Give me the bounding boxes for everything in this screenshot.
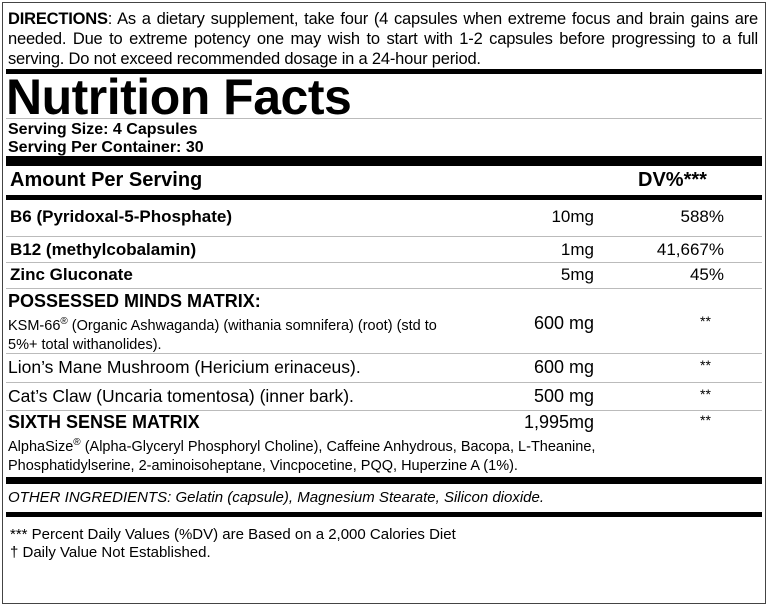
- divider-thick: [6, 512, 762, 517]
- nutrient-name: Zinc Gluconate: [10, 265, 133, 284]
- divider-thick: [6, 69, 762, 74]
- matrix-title: POSSESSED MINDS MATRIX:: [8, 291, 261, 311]
- ingredient-name-part: KSM-66: [8, 317, 61, 334]
- divider-thin: [6, 118, 762, 119]
- ingredient-name-part: 5%+ total withanolides).: [8, 336, 162, 353]
- matrix-amount: 1,995mg: [523, 412, 594, 432]
- nutrient-name: B6 (Pyridoxal-5-Phosphate): [10, 207, 232, 226]
- footnote-dv: *** Percent Daily Values (%DV) are Based…: [10, 526, 456, 543]
- divider-thin: [6, 410, 762, 411]
- servings-per-container: Serving Per Container: 30: [8, 139, 204, 156]
- ingredient-name-part: AlphaSize: [8, 438, 74, 455]
- nutrient-amount: 10mg: [551, 207, 594, 226]
- page-title: Nutrition Facts: [6, 69, 352, 125]
- nutrient-dv: 45%: [689, 265, 724, 284]
- ingredient-name: Lion’s Mane Mushroom (Hericium erinaceus…: [8, 357, 361, 377]
- divider-thick: [6, 477, 762, 484]
- divider-thin: [6, 236, 762, 237]
- ingredient-amount: 600 mg: [533, 313, 594, 333]
- directions-label: DIRECTIONS: [8, 10, 108, 28]
- divider-thin: [6, 262, 762, 263]
- divider-thick: [6, 195, 762, 200]
- ingredient-name-part: (Organic Ashwaganda) (withania somnifera…: [67, 317, 437, 334]
- nutrient-name: B12 (methylcobalamin): [10, 240, 197, 259]
- dv-header: DV%***: [638, 169, 707, 191]
- registered-mark: ®: [60, 316, 68, 327]
- ingredient-name: Cat’s Claw (Uncaria tomentosa) (inner ba…: [8, 386, 354, 406]
- matrix-ingredients: AlphaSize® (Alpha-Glyceryl Phosphoryl Ch…: [8, 433, 595, 476]
- ingredient-name-part: (Alpha-Glyceryl Phosphoryl Choline), Caf…: [80, 438, 596, 455]
- ingredient-dv: **: [700, 357, 711, 373]
- ingredient-amount: 600 mg: [533, 357, 594, 377]
- other-ingredients: OTHER INGREDIENTS: Gelatin (capsule), Ma…: [8, 489, 545, 506]
- ingredient-name: KSM-66® (Organic Ashwaganda) (withania s…: [8, 312, 437, 355]
- nutrient-amount: 1mg: [560, 240, 594, 259]
- divider-thin: [6, 382, 762, 383]
- nutrient-amount: 5mg: [560, 265, 594, 284]
- matrix-title: SIXTH SENSE MATRIX: [8, 412, 200, 432]
- footnote-not-established: † Daily Value Not Established.: [10, 544, 211, 561]
- divider-thin: [6, 288, 762, 289]
- ingredient-name-part: Phosphatidylserine, 2-aminoisoheptane, V…: [8, 457, 518, 474]
- ingredient-dv: **: [700, 313, 711, 329]
- nutrient-dv: 588%: [680, 207, 724, 226]
- registered-mark: ®: [73, 437, 81, 448]
- ingredient-dv: **: [700, 386, 711, 402]
- ingredient-amount: 500 mg: [533, 386, 594, 406]
- divider-thick: [6, 156, 762, 166]
- directions-text: DIRECTIONS: As a dietary supplement, tak…: [8, 9, 758, 69]
- directions-body: : As a dietary supplement, take four (4 …: [8, 10, 758, 68]
- nutrient-dv: 41,667%: [656, 240, 724, 259]
- matrix-dv: **: [700, 412, 711, 428]
- amount-per-serving-header: Amount Per Serving: [10, 169, 203, 191]
- divider-thin: [6, 353, 762, 354]
- serving-size: Serving Size: 4 Capsules: [8, 121, 198, 138]
